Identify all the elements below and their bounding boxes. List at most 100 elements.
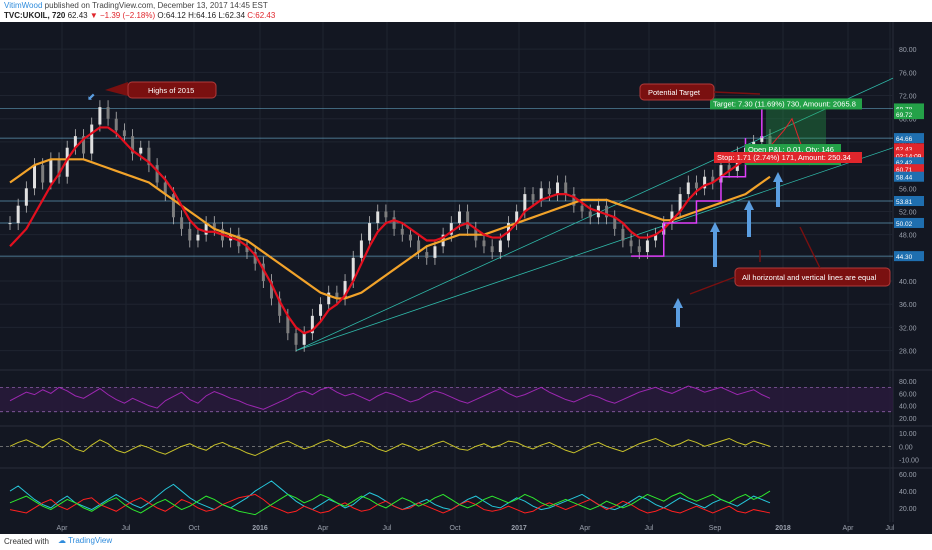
price-candle — [171, 194, 175, 218]
arrow-up-icon — [710, 222, 720, 267]
price-tag-box — [894, 217, 924, 228]
price-candle — [33, 165, 37, 189]
price-candle — [319, 304, 323, 316]
price-candle — [188, 228, 192, 241]
price-candle — [65, 147, 69, 177]
price-tag-box — [894, 251, 924, 262]
price-candle — [98, 107, 102, 125]
high-value: H:64.16 — [188, 11, 217, 20]
created-with-label: Created with — [4, 537, 49, 546]
price-candle — [359, 240, 363, 258]
x-tick-label: Apr — [318, 525, 330, 532]
moving-average-fast — [9, 126, 770, 335]
dmi-tick-label: 60.00 — [899, 472, 917, 479]
price-candle — [719, 165, 723, 183]
open-value: O:64.12 — [157, 11, 186, 20]
price-candle — [24, 188, 28, 206]
price-tag: 58.44 — [896, 175, 913, 182]
price-candle — [547, 188, 551, 195]
price-chart[interactable]: Apr Jul Oct 2016 Apr Jul Oct 2017 Apr Jul Sep 2018 A… — [0, 22, 932, 534]
y-tick-label: 48.00 — [899, 233, 917, 240]
last-price: 62.43 — [67, 11, 88, 20]
price-candle — [204, 223, 208, 235]
price-candle — [425, 252, 429, 258]
y-tick-label: 52.00 — [899, 209, 917, 216]
price-candle — [49, 159, 53, 183]
price-candle — [637, 246, 641, 253]
author-link[interactable]: VitimWood — [4, 1, 43, 10]
price-candle — [760, 136, 764, 142]
price-candle — [727, 165, 731, 171]
price-candle — [629, 240, 633, 247]
price-candle — [286, 315, 290, 334]
price-tag-box — [894, 150, 924, 161]
stop-label: Stop: 1.71 (2.74%) 171, Amount: 250.34 — [717, 153, 851, 162]
equal-lines-staircase — [631, 138, 747, 257]
osc-tick-label: 0.00 — [899, 444, 913, 451]
price-tag: 44.30 — [896, 254, 913, 261]
price-candle — [376, 211, 380, 224]
price-candle — [41, 165, 45, 183]
y-tick-label: 32.00 — [899, 325, 917, 332]
price-candle — [327, 292, 331, 305]
open-pnl-label: Open P&L: 0.01, Qty: 146 — [748, 145, 834, 154]
price-candle — [155, 165, 159, 183]
x-tick-label: Apr — [580, 525, 592, 532]
price-tag: 02:14:09 — [896, 153, 922, 160]
x-tick-label: Sep — [709, 525, 722, 532]
price-candle — [417, 240, 421, 253]
price-candle — [122, 130, 126, 137]
rsi-tick-label: 40.00 — [899, 404, 917, 411]
price-tag-box — [894, 171, 924, 182]
y-tick-label: 68.00 — [899, 117, 917, 124]
rsi-band — [0, 387, 893, 412]
price-candle — [212, 223, 216, 229]
x-tick-label: Oct — [189, 525, 200, 532]
price-candle — [57, 159, 61, 177]
price-candle — [645, 240, 649, 253]
y-tick-label: 28.00 — [899, 349, 917, 356]
price-candle — [245, 246, 249, 253]
price-candle — [449, 223, 453, 235]
y-tick-label: 40.00 — [899, 279, 917, 286]
callout-highs-box — [127, 81, 217, 99]
price-candle — [106, 107, 110, 119]
price-tag-box — [894, 103, 924, 114]
price-candle — [482, 240, 486, 247]
price-candle — [580, 205, 584, 212]
price-candle — [466, 211, 470, 229]
price-candle — [90, 124, 94, 154]
price-candle — [490, 246, 494, 253]
price-candle — [703, 176, 707, 189]
price-tag-box — [894, 133, 924, 144]
price-candle — [605, 205, 609, 218]
price-candle — [523, 194, 527, 212]
price-candle — [270, 281, 274, 299]
x-tick-label: Jul — [383, 525, 392, 532]
callout-equal-pointer — [689, 276, 736, 295]
price-candle — [457, 211, 461, 224]
plus-di-line — [9, 490, 771, 516]
trend-line-support — [295, 147, 894, 351]
rsi-tick-label: 80.00 — [899, 379, 917, 386]
rsi-tick-label: 20.00 — [899, 416, 917, 423]
price-candle — [163, 182, 167, 195]
price-tag: 60.71 — [896, 167, 913, 174]
price-candle — [531, 194, 535, 200]
price-candle — [613, 217, 617, 229]
rsi-tick-label: 60.00 — [899, 391, 917, 398]
price-candle — [147, 147, 151, 166]
price-candle — [694, 182, 698, 189]
publish-line: VitimWood published on TradingView.com, … — [4, 1, 268, 10]
price-candle — [392, 217, 396, 229]
price-candle — [556, 182, 560, 195]
price-tag: 50.02 — [896, 221, 913, 228]
y-tick-label: 36.00 — [899, 302, 917, 309]
tradingview-logo[interactable]: ☁ TradingView — [58, 536, 113, 545]
price-candle — [82, 136, 86, 154]
price-candle — [368, 223, 372, 241]
y-tick-label: 76.00 — [899, 70, 917, 77]
price-tag-box — [894, 164, 924, 175]
price-candle — [498, 240, 502, 253]
x-tick-label: 2016 — [252, 525, 268, 532]
